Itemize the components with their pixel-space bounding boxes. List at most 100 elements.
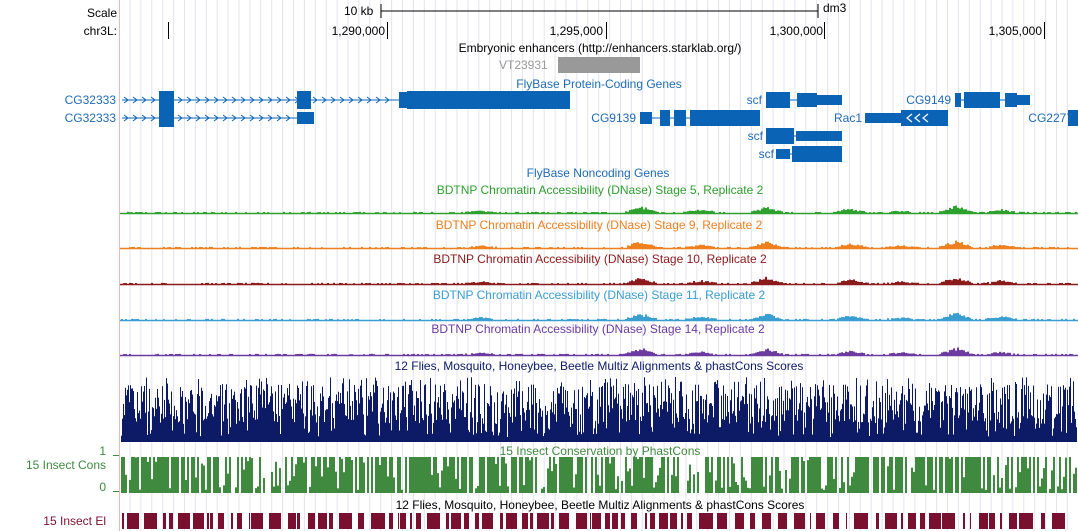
multiz2-track-title[interactable]: 12 Flies, Mosquito, Honeybee, Beetle Mul… (395, 498, 805, 512)
dnase-stage14-title[interactable]: BDTNP Chromatin Accessibility (DNase) St… (431, 322, 765, 336)
multiz-score-bar (682, 396, 683, 442)
dnase-signal-bar (137, 247, 139, 248)
conserved-element-block (288, 513, 296, 529)
dnase-signal-bar (661, 212, 663, 213)
multiz-score-bar (735, 415, 736, 442)
multiz-score-bar (948, 434, 949, 442)
multiz-score-bar (1045, 409, 1046, 442)
multiz-score-bar (181, 396, 182, 442)
dnase-signal-bar (987, 354, 989, 355)
dnase-signal-bar (825, 246, 827, 248)
flybase-noncoding-track-title[interactable]: FlyBase Noncoding Genes (526, 166, 670, 180)
multiz-score-bar (312, 415, 313, 442)
multiz-score-bar (594, 428, 595, 442)
multiz-score-bar (787, 390, 788, 442)
multiz-score-bar (134, 409, 135, 442)
dnase-signal-bar (409, 283, 411, 284)
enhancers-track-title[interactable]: Embryonic enhancers (http://enhancers.st… (458, 41, 742, 55)
dnase-signal-bar (859, 245, 861, 248)
cons15-score-bar (863, 457, 865, 493)
gene-label-rac1[interactable]: Rac1 (833, 111, 862, 125)
multiz-track-title[interactable]: 12 Flies, Mosquito, Honeybee, Beetle Mul… (394, 359, 804, 373)
multiz-score-bar (874, 416, 875, 442)
dnase-signal-bar (563, 354, 565, 355)
cons15-side-label[interactable]: 15 Insect Cons (25, 458, 106, 472)
multiz-score-bar (525, 420, 526, 442)
gene-label-cg2277[interactable]: CG2277 (1028, 111, 1073, 125)
dnase-stage5-title[interactable]: BDTNP Chromatin Accessibility (DNase) St… (436, 183, 764, 197)
conserved-element-block (650, 513, 655, 529)
multiz-score-bar (952, 407, 953, 442)
dnase-signal-bar (761, 243, 763, 248)
multiz-score-bar (886, 422, 887, 442)
dnase-signal-bar (643, 244, 645, 248)
multiz-score-bar (177, 416, 178, 442)
gene-label-cg32333[interactable]: CG32333 (64, 93, 116, 107)
multiz-score-bar (647, 402, 648, 442)
gene-label-cg9149[interactable]: CG9149 (906, 93, 951, 107)
flybase-coding-track-title[interactable]: FlyBase Protein-Coding Genes (516, 77, 682, 91)
dnase-signal-bar (763, 351, 765, 355)
cons15-score-bar (295, 464, 297, 493)
multiz-score-bar (171, 391, 172, 442)
multiz-score-bar (408, 394, 409, 442)
multiz-score-bar (1019, 428, 1020, 442)
multiz-score-bar (1069, 386, 1070, 442)
multiz-score-bar (585, 398, 586, 442)
multiz-score-bar (699, 433, 700, 442)
dnase-signal-bar (359, 211, 361, 213)
dnase-signal-bar (203, 211, 205, 213)
gene-exon-block (766, 92, 790, 108)
cons15-score-bar (129, 479, 131, 493)
dnase-signal-bar (945, 279, 947, 284)
gene-label-cg9139[interactable]: CG9139 (591, 111, 636, 125)
multiz-score-bar (604, 382, 605, 442)
dnase-signal-bar (465, 353, 467, 355)
dnase-signal-bar (981, 283, 983, 284)
conserved-element-block (681, 513, 683, 529)
multiz-score-bar (549, 429, 550, 442)
dnase-signal-bar (983, 282, 985, 284)
dnase-signal-bar (349, 354, 351, 355)
dnase-signal-bar (1013, 211, 1015, 213)
cons15-score-bar (167, 457, 169, 493)
gene-label-scf[interactable]: scf (747, 129, 763, 143)
multiz-score-bar (602, 385, 603, 442)
multiz-score-bar (444, 384, 445, 442)
dnase-signal-bar (855, 316, 857, 320)
enhancer-label-vt23931[interactable]: VT23931 (499, 58, 548, 72)
cons15-score-bar (201, 463, 203, 493)
dnase-signal-bar (909, 211, 911, 213)
multiz-score-bar (128, 385, 129, 442)
multiz-score-bar (263, 389, 264, 442)
multiz-score-bar (1027, 418, 1028, 442)
multiz-score-bar (722, 419, 723, 442)
dnase-signal-bar (707, 210, 709, 213)
dnase-stage11-title[interactable]: BDTNP Chromatin Accessibility (DNase) St… (432, 288, 766, 302)
multiz-score-bar (211, 393, 212, 442)
cons15-score-bar (1049, 488, 1051, 493)
dnase-signal-bar (767, 241, 769, 248)
cons15-score-bar (345, 457, 347, 493)
multiz-score-bar (834, 393, 835, 442)
multiz-score-bar (477, 422, 478, 442)
cons15-score-bar (249, 457, 251, 493)
dnase-signal-bar (471, 246, 473, 248)
dnase-signal-bar (489, 353, 491, 355)
gene-label-scf[interactable]: scf (746, 93, 762, 107)
multiz-score-bar (993, 382, 994, 442)
dnase-signal-bar (849, 279, 851, 284)
gene-label-scf[interactable]: scf (758, 147, 774, 161)
multiz-score-bar (617, 403, 618, 442)
elements15-side-label[interactable]: 15 Insect El (43, 514, 106, 528)
gene-label-cg32333[interactable]: CG32333 (64, 111, 116, 125)
cons15-score-bar (133, 457, 135, 493)
cons15-track-title[interactable]: 15 Insect Conservation by PhastCons (499, 444, 701, 458)
multiz-score-bar (734, 381, 735, 442)
cons15-score-bar (453, 457, 455, 493)
dnase-signal-bar (257, 282, 259, 284)
dnase-stage9-title[interactable]: BDTNP Chromatin Accessibility (DNase) St… (435, 218, 763, 232)
cons15-score-bar (463, 457, 465, 493)
dnase-stage10-title[interactable]: BDTNP Chromatin Accessibility (DNase) St… (433, 252, 767, 266)
